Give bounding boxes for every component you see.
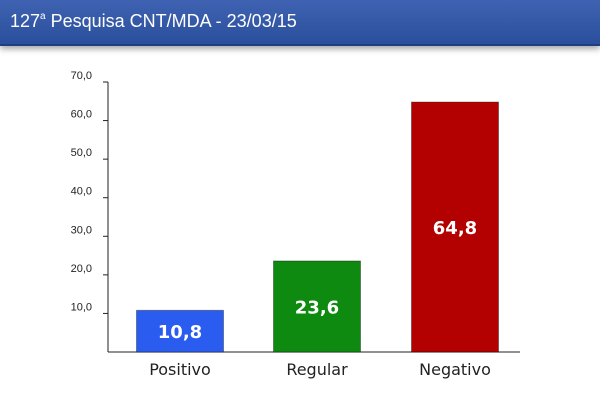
- y-tick-label: 10,0: [71, 301, 92, 313]
- y-tick-label: 40,0: [71, 186, 92, 198]
- bar-positivo: [136, 309, 224, 353]
- bars: [136, 101, 499, 353]
- bar-negativo: [411, 101, 499, 353]
- category-label: Regular: [286, 360, 348, 379]
- y-ticks: 10,0 20,0 30,0 40,0 50,0 60,0 70,0: [71, 70, 108, 314]
- category-label: Positivo: [149, 360, 211, 379]
- y-tick-label: 30,0: [71, 224, 92, 236]
- data-label: 10,8: [158, 322, 202, 343]
- title-number: 127: [10, 11, 41, 31]
- title-text: Pesquisa CNT/MDA - 23/03/15: [45, 11, 297, 31]
- data-labels: 10,8 23,6 64,8: [158, 218, 477, 343]
- y-tick-label: 20,0: [71, 263, 92, 275]
- y-tick-label: 70,0: [71, 70, 92, 82]
- bar-regular: [273, 260, 361, 353]
- x-category-labels: Positivo Regular Negativo: [149, 360, 491, 379]
- chart-header: 127a Pesquisa CNT/MDA - 23/03/15: [0, 0, 600, 46]
- data-label: 23,6: [295, 297, 339, 318]
- title-ordinal: a: [40, 11, 46, 22]
- category-label: Negativo: [419, 360, 491, 379]
- data-label: 64,8: [433, 218, 477, 239]
- y-tick-label: 50,0: [71, 147, 92, 159]
- chart-title: 127a Pesquisa CNT/MDA - 23/03/15: [10, 11, 297, 32]
- y-tick-label: 60,0: [71, 109, 92, 121]
